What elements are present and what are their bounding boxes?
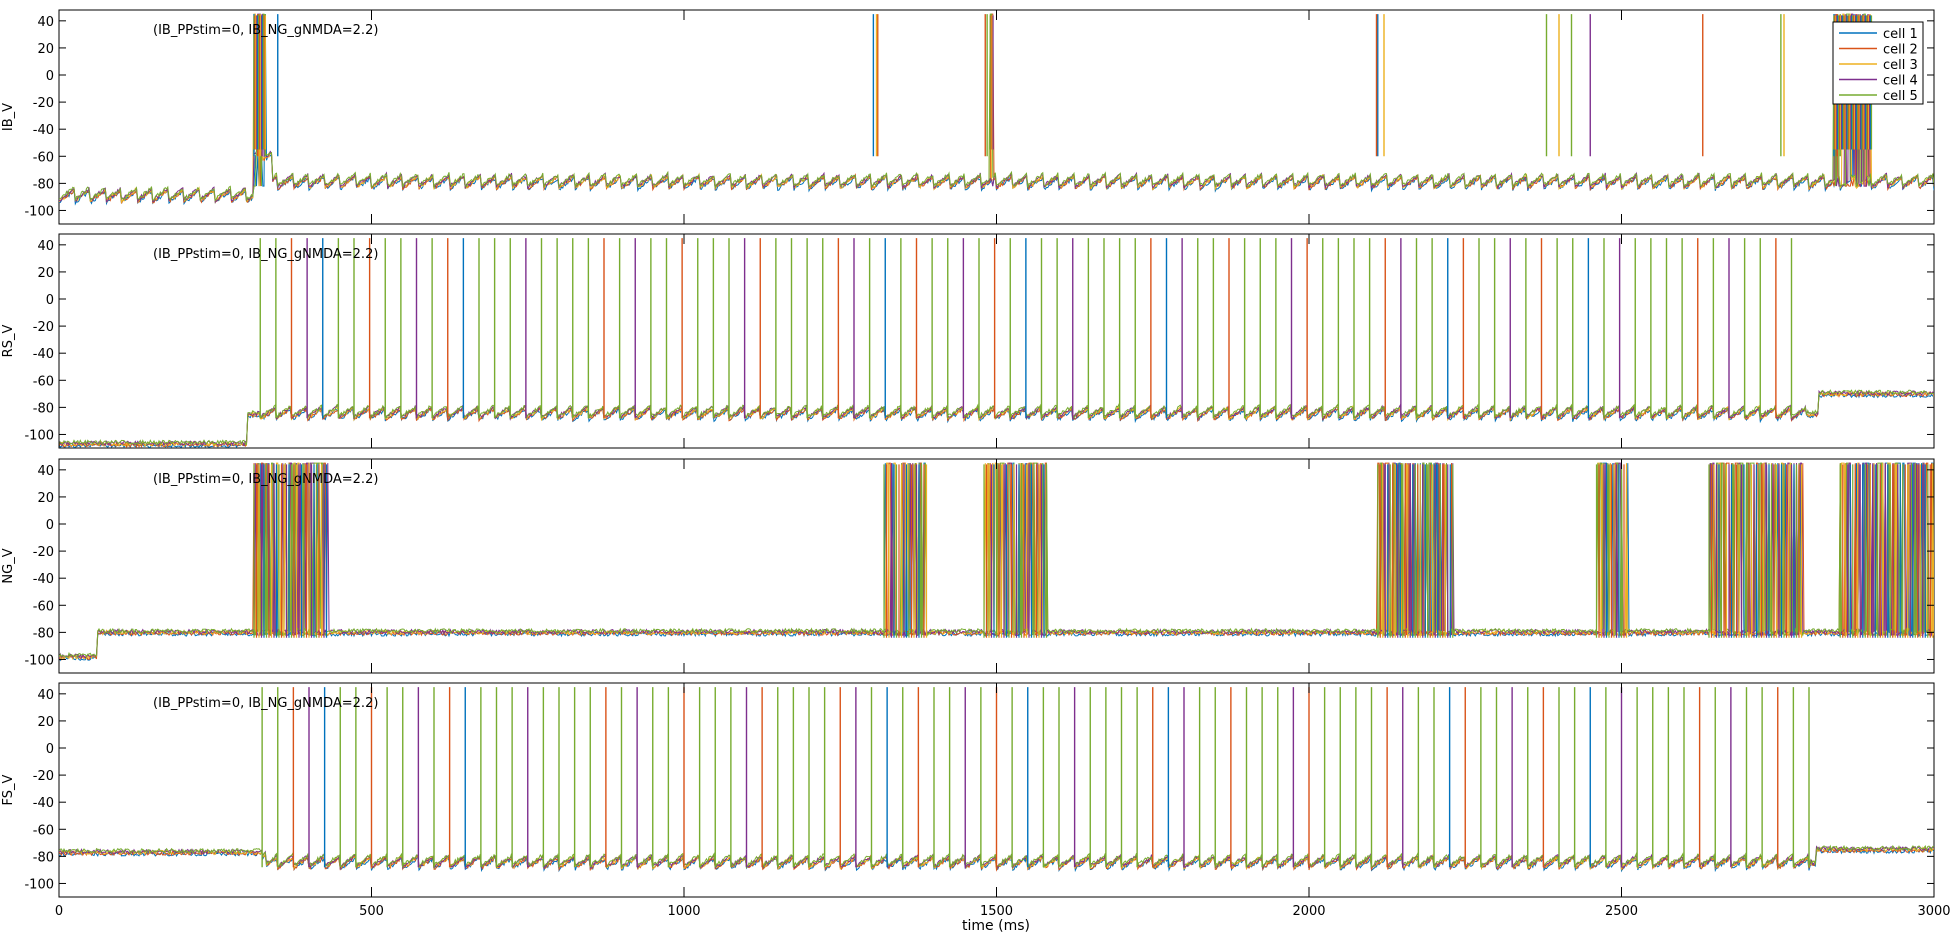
y-tick-label: -20 [33, 769, 54, 784]
x-tick-label: 1000 [667, 904, 700, 919]
y-tick-label: 0 [46, 742, 54, 757]
legend-entry: cell 1 [1883, 27, 1918, 42]
panel-NG_V: -100 -80 -60 -40 -20 0 20 40 NG_V (IB_PPstim=0, I… [1, 458, 1935, 674]
y-tick-label: -80 [33, 626, 54, 641]
axes-box [58, 233, 1935, 449]
panel-annotation: (IB_PPstim=0, IB_NG_gNMDA=2.2) [153, 23, 378, 38]
y-tick-label: -60 [33, 823, 54, 838]
x-tick-label: 0 [55, 904, 63, 919]
y-tick-label: -40 [33, 572, 54, 587]
axes-box [58, 9, 1935, 225]
panel-annotation: (IB_PPstim=0, IB_NG_gNMDA=2.2) [153, 472, 378, 487]
y-tick-label: 0 [46, 69, 54, 84]
y-axis-label: IB_V [1, 103, 16, 131]
y-tick-label: -60 [33, 599, 54, 614]
y-tick-label: -80 [33, 401, 54, 416]
y-tick-label: -80 [33, 177, 54, 192]
y-axis-label: FS_V [1, 774, 16, 805]
y-tick-label: -100 [24, 653, 54, 668]
y-tick-label: 20 [37, 715, 54, 730]
legend-entry: cell 3 [1883, 58, 1918, 73]
legend-entry: cell 4 [1883, 74, 1918, 89]
y-tick-label: 40 [37, 688, 54, 703]
y-tick-label: 0 [46, 293, 54, 308]
panel-annotation: (IB_PPstim=0, IB_NG_gNMDA=2.2) [153, 696, 378, 711]
data-group [59, 238, 1934, 448]
x-tick-label: 2000 [1292, 904, 1325, 919]
panel-RS_V: -100 -80 -60 -40 -20 0 20 40 RS_V (IB_PPstim=0, I… [1, 233, 1935, 449]
data-group [59, 687, 1934, 873]
legend-box [1832, 21, 1924, 105]
y-tick-label: -80 [33, 850, 54, 865]
panel-annotation: (IB_PPstim=0, IB_NG_gNMDA=2.2) [153, 247, 378, 262]
y-tick-label: -60 [33, 150, 54, 165]
y-tick-label: 0 [46, 518, 54, 533]
legend-entry: cell 5 [1883, 89, 1918, 104]
y-tick-label: 20 [37, 266, 54, 281]
y-tick-label: 20 [37, 491, 54, 506]
y-tick-label: 40 [37, 15, 54, 30]
y-tick-label: -100 [24, 428, 54, 443]
x-axis-label: time (ms) [962, 918, 1030, 934]
y-tick-label: -20 [33, 320, 54, 335]
y-tick-label: -100 [24, 204, 54, 219]
y-tick-label: -100 [24, 877, 54, 892]
legend-entry: cell 2 [1883, 43, 1918, 58]
panel-IB_V: -100 -80 -60 -40 -20 0 20 40 IB_V (IB_PPstim=0, I… [1, 9, 1935, 225]
trace-cell-5 [59, 389, 1934, 446]
y-axis-label: NG_V [1, 548, 16, 583]
y-tick-label: -40 [33, 347, 54, 362]
y-axis-label: RS_V [1, 325, 16, 358]
y-tick-label: 20 [37, 42, 54, 57]
y-tick-label: -40 [33, 123, 54, 138]
y-tick-label: -40 [33, 796, 54, 811]
y-tick-label: 40 [37, 464, 54, 479]
y-tick-label: 40 [37, 239, 54, 254]
y-tick-label: -20 [33, 545, 54, 560]
panel-FS_V: -100 -80 -60 -40 -20 0 20 40 0 500 1000 1500 2000 250… [1, 682, 1951, 919]
data-group [59, 462, 1934, 662]
x-tick-label: 500 [359, 904, 384, 919]
x-tick-label: 2500 [1605, 904, 1638, 919]
x-tick-label: 3000 [1917, 904, 1950, 919]
trace-cell-5 [59, 13, 1934, 202]
x-tick-label: 1500 [980, 904, 1013, 919]
y-tick-label: -20 [33, 96, 54, 111]
y-tick-label: -60 [33, 374, 54, 389]
